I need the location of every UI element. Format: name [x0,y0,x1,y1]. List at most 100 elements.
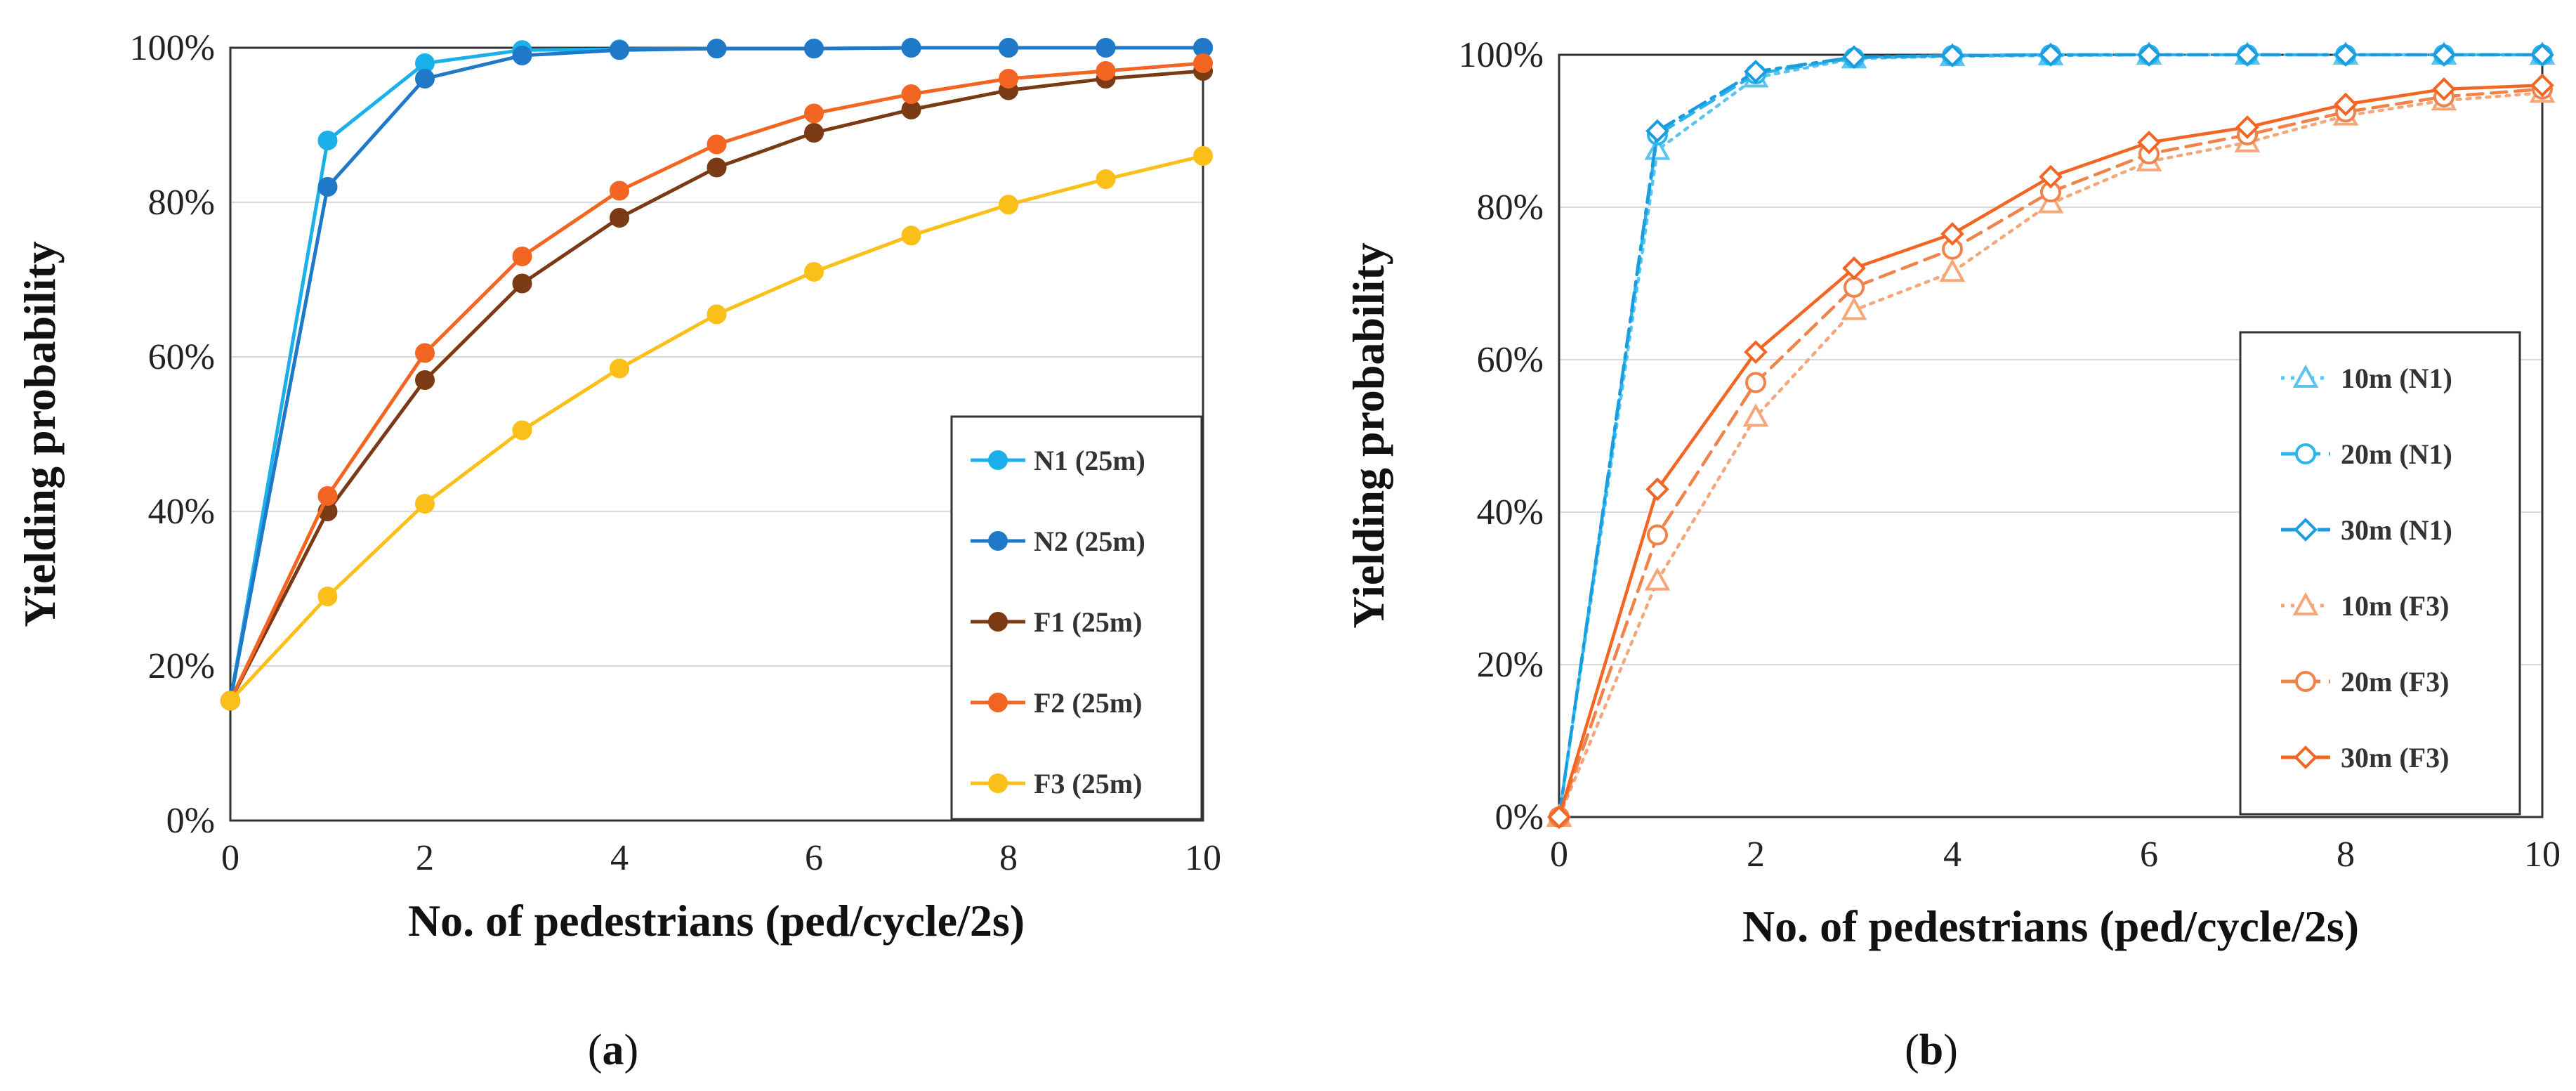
data-point-a-3-1 [317,486,338,506]
y-tick-label-b-2: 40% [1477,492,1544,533]
data-point-a-4-7 [901,226,921,246]
legend-swatch-marker-a-1 [988,531,1008,551]
y-tick-labels-b: 0% 20% 40% 60% 80% 100% [1459,35,1544,837]
y-tick-labels-a: 0% 20% 40% 60% 80% 100% [130,28,215,841]
legend-swatch-marker-a-3 [988,693,1008,712]
series-a-3 [221,53,1213,711]
data-point-a-1-3 [512,46,532,65]
legend-entry-b-2: 30m (N1) [2281,514,2452,546]
data-point-b-4-1 [1647,524,1668,546]
data-point-b-2-3 [1842,45,1866,70]
legend-entry-a-0: N1 (25m) [971,445,1145,476]
data-point-a-4-10 [1193,146,1213,166]
legend-entry-b-1: 20m (N1) [2281,438,2452,470]
chart-panel-b: 0% 20% 40% 60% 80% 100% 0 2 4 6 8 10 Yielding prob… [1343,35,2561,1074]
data-point-a-3-7 [901,84,921,104]
legend-entry-a-3: F2 (25m) [971,687,1142,719]
legend-swatch-marker-a-2 [988,612,1008,632]
x-tick-label-a-3: 6 [805,838,823,878]
data-point-b-2-7 [2235,43,2259,67]
legend-entry-b-5: 30m (F3) [2281,742,2449,773]
series-layer-a [221,38,1213,711]
x-tick-label-a-2: 4 [610,838,629,878]
y-tick-label-b-3: 60% [1477,340,1544,380]
x-tick-label-a-5: 10 [1185,838,1221,878]
x-tick-label-b-1: 2 [1747,835,1765,875]
data-point-b-5-1 [1645,477,1669,502]
data-point-a-1-5 [707,39,727,59]
data-point-b-2-5 [2039,43,2063,67]
data-point-b-5-9 [2432,77,2456,101]
data-point-a-3-8 [999,69,1018,89]
legend-label-a-2: F1 (25m) [1034,606,1142,638]
data-point-b-4-2 [1745,372,1766,393]
data-point-a-3-4 [610,181,629,201]
data-point-a-1-1 [317,177,338,197]
legend-b: 10m (N1) 20m (N1) 30m (N1) 10m (F3) 20m (F3)… [2239,331,2521,816]
x-axis-title-a: No. of pedestrians (ped/cycle/2s) [408,896,1025,946]
y-tick-label-a-3: 60% [148,337,215,377]
data-point-a-3-3 [512,247,532,266]
x-tick-label-b-4: 8 [2337,835,2355,875]
data-point-b-5-5 [2039,164,2063,189]
x-tick-label-a-1: 2 [416,838,434,878]
data-point-b-5-4 [1940,222,1964,246]
x-axis-title-b: No. of pedestrians (ped/cycle/2s) [1742,901,2359,951]
data-point-a-3-5 [707,134,727,155]
legend-label-b-2: 30m (N1) [2341,514,2452,546]
x-tick-label-b-3: 6 [2140,835,2158,875]
legend-label-a-4: F3 (25m) [1034,768,1142,799]
legend-entry-a-4: F3 (25m) [971,768,1142,799]
legend-label-b-5: 30m (F3) [2341,742,2449,773]
data-point-a-4-2 [415,494,435,514]
data-point-a-4-8 [999,195,1018,215]
legend-swatch-marker-b-5 [2294,745,2318,769]
x-tick-label-a-0: 0 [221,838,239,878]
y-tick-label-a-5: 100% [130,28,215,68]
data-point-b-5-7 [2235,115,2259,139]
data-point-a-4-6 [804,262,824,282]
y-tick-label-a-4: 80% [148,183,215,223]
data-point-a-2-6 [804,123,824,143]
data-point-a-4-4 [610,358,629,379]
data-point-b-2-4 [1940,44,1964,67]
y-tick-label-b-4: 80% [1477,188,1544,228]
data-point-b-5-10 [2530,73,2554,98]
y-tick-label-a-1: 20% [148,646,215,686]
data-point-b-0-1 [1644,136,1671,160]
data-point-a-3-2 [415,343,435,363]
data-point-b-2-8 [2334,43,2358,67]
data-point-b-5-6 [2137,130,2161,155]
legend-swatch-marker-b-4 [2295,671,2316,692]
x-tick-label-b-0: 0 [1550,835,1568,875]
data-point-b-5-2 [1744,340,1768,364]
legend-label-a-1: N2 (25m) [1034,525,1145,557]
y-axis-title-a: Yielding probability [15,241,65,627]
x-tick-label-b-2: 4 [1943,835,1961,875]
data-point-b-4-3 [1844,276,1865,298]
data-point-a-1-6 [804,39,824,59]
legend-entry-a-1: N2 (25m) [971,525,1145,557]
legend-label-b-1: 20m (N1) [2341,438,2452,470]
x-tick-label-b-5: 10 [2524,835,2561,875]
series-a-4 [221,146,1213,711]
data-point-a-4-0 [221,691,240,711]
legend-entry-b-4: 20m (F3) [2281,666,2449,698]
data-point-a-4-3 [512,420,532,440]
x-tick-labels-a: 0 2 4 6 8 10 [221,838,1221,878]
data-point-a-2-3 [512,273,532,294]
chart-panel-a: 0% 20% 40% 60% 80% 100% 0 2 4 6 8 10 Yielding prob… [15,28,1221,1074]
data-point-a-3-6 [804,103,824,124]
legend-swatch-marker-a-4 [988,773,1008,793]
y-tick-label-a-0: 0% [166,801,215,841]
legend-label-a-3: F2 (25m) [1034,687,1142,719]
data-point-b-2-10 [2530,43,2554,67]
data-point-b-3-4 [1939,259,1966,282]
data-point-a-2-5 [707,157,727,178]
legend-label-b-4: 20m (F3) [2341,666,2449,698]
panel-label-b: (b) [1905,1026,1958,1074]
series-b-5 [1547,73,2554,829]
data-point-a-1-7 [901,38,921,58]
data-point-a-1-2 [415,69,435,89]
